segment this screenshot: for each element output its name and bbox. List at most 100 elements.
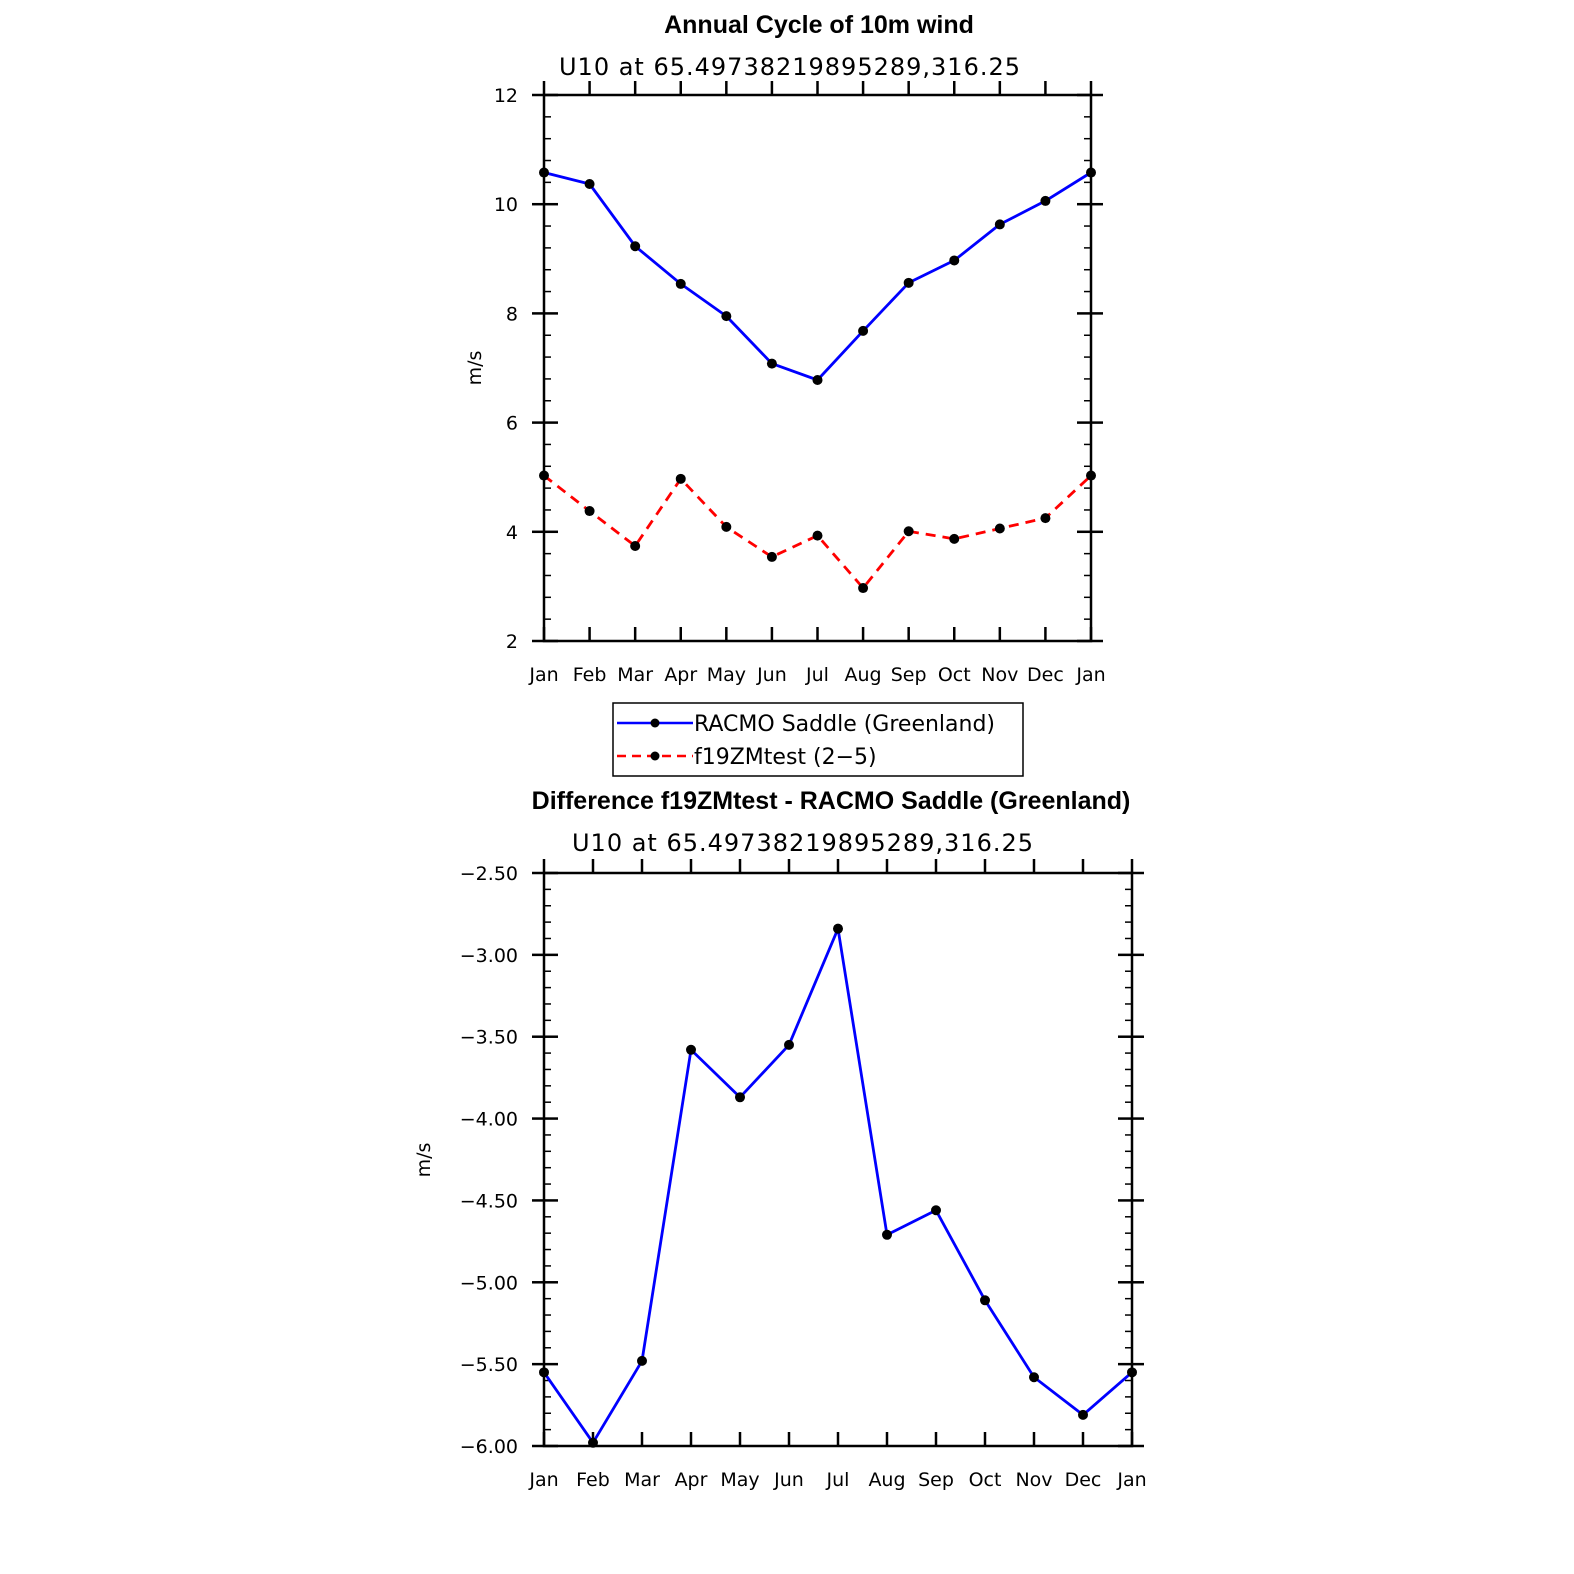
- series-1-point-8: [903, 526, 914, 537]
- xtick-label-11: Dec: [1027, 664, 1064, 686]
- xtick-label-2: Mar: [617, 664, 653, 686]
- xtick-label-10: Nov: [1015, 1469, 1052, 1491]
- ytick-label-7: −2.50: [460, 863, 518, 885]
- series-0-point-2: [630, 241, 641, 252]
- chart2-xtick-labels: Jan Feb Mar Apr May Jun Jul Aug Sep Oct Nov Dec Jan: [528, 1469, 1146, 1491]
- xtick-label-0: Jan: [528, 664, 558, 686]
- difference-chart: Difference f19ZMtest - RACMO Saddle (Gre…: [413, 787, 1147, 1491]
- series-0-point-10: [1029, 1372, 1039, 1383]
- ytick-label-5: 12: [494, 85, 518, 107]
- ytick-label-2: −5.00: [460, 1272, 518, 1294]
- series-1-point-0: [539, 470, 549, 481]
- chart1-ylabel: m/s: [464, 351, 486, 386]
- chart2-plot-frame: [542, 871, 1134, 1448]
- chart2-ytick-labels: −6.00 −5.50 −5.00 −4.50 −4.00 −3.50 −3.00 −2.50: [460, 863, 518, 1458]
- chart1-legend: RACMO Saddle (Greenland) f19ZMtest (2−5): [612, 702, 1024, 777]
- series-0-point-11: [1078, 1409, 1088, 1420]
- ytick-label-6: −3.00: [460, 945, 518, 967]
- ytick-label-3: −4.50: [460, 1190, 518, 1212]
- series-0-point-10: [994, 219, 1005, 230]
- legend-label-f19: f19ZMtest (2−5): [694, 745, 877, 770]
- ytick-label-4: 10: [494, 194, 518, 216]
- series-0-point-9: [949, 255, 960, 266]
- chart1-axis-ticks: [532, 81, 1103, 643]
- ytick-label-0: −6.00: [460, 1436, 518, 1458]
- series-1-point-7: [858, 583, 869, 594]
- series-0-point-3: [675, 278, 686, 289]
- xtick-label-1: Feb: [573, 664, 607, 686]
- series-0-point-8: [903, 277, 914, 288]
- xtick-label-5: Jun: [756, 664, 787, 686]
- series-1-point-10: [994, 523, 1005, 534]
- series-0-point-7: [882, 1229, 892, 1240]
- xtick-label-5: Jun: [773, 1469, 804, 1491]
- xtick-label-6: Jul: [826, 1469, 850, 1491]
- chart2-title: Difference f19ZMtest - RACMO Saddle (Gre…: [532, 787, 1131, 815]
- series-0-point-3: [686, 1044, 696, 1055]
- xtick-label-11: Dec: [1065, 1469, 1102, 1491]
- chart1-title: Annual Cycle of 10m wind: [664, 11, 974, 39]
- chart2-axis-ticks: [532, 859, 1144, 1448]
- xtick-label-6: Jul: [805, 664, 829, 686]
- series-0-point-12: [1086, 167, 1096, 178]
- series-line-0: [542, 927, 1133, 1445]
- series-0-point-1: [584, 178, 595, 189]
- series-1-point-2: [630, 540, 641, 551]
- series-line-0: [543, 171, 1092, 382]
- xtick-label-3: Apr: [664, 664, 697, 686]
- series-1-point-5: [766, 551, 777, 562]
- chart1-ytick-labels: 2 4 6 8 10 12: [494, 85, 518, 653]
- series-0-point-6: [833, 923, 843, 934]
- series-0-point-7: [858, 325, 869, 336]
- ytick-label-4: −4.00: [460, 1109, 518, 1131]
- annual-cycle-chart: Annual Cycle of 10m wind U10 at 65.49738…: [464, 11, 1106, 777]
- ytick-label-1: −5.50: [460, 1354, 518, 1376]
- series-0-point-8: [931, 1205, 941, 1216]
- xtick-label-4: May: [720, 1469, 759, 1491]
- chart2-subtitle: U10 at 65.49738219895289,316.25: [572, 829, 1034, 857]
- series-0-point-12: [1127, 1367, 1137, 1378]
- series-0-point-0: [539, 1367, 549, 1378]
- xtick-label-0: Jan: [528, 1469, 558, 1491]
- series-1-point-3: [675, 473, 686, 484]
- series-1-point-1: [584, 506, 595, 517]
- chart2-series-group: [539, 923, 1137, 1448]
- series-0-point-9: [980, 1295, 990, 1306]
- series-1-point-9: [949, 533, 960, 544]
- series-1-point-12: [1086, 470, 1096, 481]
- ytick-label-1: 4: [506, 522, 518, 544]
- chart1-plot-frame: [542, 93, 1093, 643]
- series-0-point-4: [721, 311, 732, 322]
- series-0-point-11: [1040, 195, 1051, 206]
- series-0-point-5: [766, 358, 777, 369]
- series-0-point-5: [784, 1039, 794, 1050]
- series-0-point-4: [735, 1092, 745, 1103]
- legend-box: [612, 702, 1024, 777]
- series-1-point-11: [1040, 513, 1051, 524]
- xtick-label-1: Feb: [576, 1469, 610, 1491]
- series-0-point-2: [637, 1355, 647, 1366]
- ytick-label-5: −3.50: [460, 1027, 518, 1049]
- series-0-point-1: [588, 1437, 598, 1448]
- xtick-label-8: Sep: [891, 664, 927, 686]
- chart1-subtitle: U10 at 65.49738219895289,316.25: [559, 53, 1021, 81]
- xtick-label-9: Oct: [938, 664, 971, 686]
- xtick-label-9: Oct: [969, 1469, 1002, 1491]
- series-1-point-6: [812, 530, 823, 541]
- chart1-xtick-labels: Jan Feb Mar Apr May Jun Jul Aug Sep Oct Nov Dec Jan: [528, 664, 1105, 686]
- ytick-label-2: 6: [506, 413, 518, 435]
- xtick-label-8: Sep: [918, 1469, 954, 1491]
- xtick-label-7: Aug: [868, 1469, 905, 1491]
- series-0-point-6: [812, 375, 823, 386]
- series-0-point-0: [539, 167, 549, 178]
- legend-marker-f19: [650, 751, 660, 761]
- series-1-point-4: [721, 521, 732, 532]
- legend-label-racmo: RACMO Saddle (Greenland): [694, 712, 995, 737]
- xtick-label-10: Nov: [981, 664, 1018, 686]
- ytick-label-3: 8: [506, 303, 518, 325]
- legend-marker-racmo: [650, 718, 660, 728]
- xtick-label-4: May: [707, 664, 746, 686]
- xtick-label-7: Aug: [845, 664, 882, 686]
- ytick-label-0: 2: [506, 631, 518, 653]
